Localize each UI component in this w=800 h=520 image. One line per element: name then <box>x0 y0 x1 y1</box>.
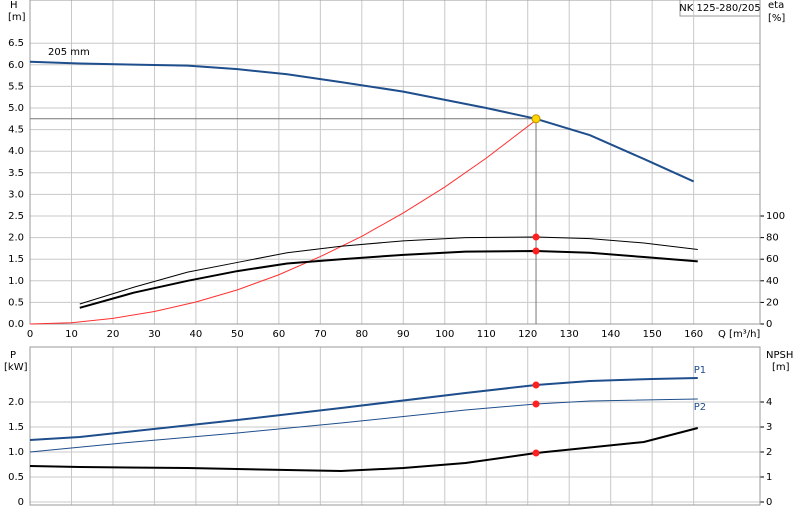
y-tick-label: 1.5 <box>8 422 24 433</box>
y2-unit: [%] <box>768 13 785 24</box>
x-tick-label: 120 <box>518 329 537 340</box>
y2-tick-label: 0 <box>766 497 772 508</box>
y-tick-label: 4.5 <box>8 125 24 136</box>
duty-dot <box>532 381 540 389</box>
y2-tick-label: 4 <box>766 397 772 408</box>
y-tick-label: 6.0 <box>8 60 24 71</box>
x-tick-label: 10 <box>65 329 78 340</box>
legend-label: P2 <box>694 402 706 413</box>
x-tick-label: 150 <box>643 329 662 340</box>
y2-label: NPSH <box>766 350 793 361</box>
duty-dot <box>532 233 540 241</box>
plot-frame <box>29 346 761 506</box>
y-unit: [m] <box>8 12 26 23</box>
curve <box>79 249 698 309</box>
x-tick-label: 30 <box>148 329 161 340</box>
curve <box>79 236 698 305</box>
y2-tick-label: 60 <box>766 254 779 265</box>
y-tick-label: 0 <box>18 497 24 508</box>
operating-point <box>531 114 541 124</box>
curve <box>29 427 699 473</box>
y2-tick-label: 3 <box>766 422 772 433</box>
annotation: 205 mm <box>48 47 90 58</box>
y-tick-label: 1.5 <box>8 254 24 265</box>
y-tick-label: 4.0 <box>8 146 24 157</box>
x-tick-label: 130 <box>560 329 579 340</box>
y2-unit: [m] <box>772 362 790 373</box>
x-label: Q [m³/h] <box>718 329 760 340</box>
duty-dot <box>532 247 540 255</box>
curve <box>29 377 698 441</box>
x-tick-label: 90 <box>397 329 410 340</box>
x-tick-label: 20 <box>107 329 120 340</box>
legend-label: P1 <box>694 365 706 376</box>
y2-tick-label: 0 <box>766 319 772 330</box>
y-tick-label: 1.0 <box>8 447 24 458</box>
x-tick-label: 160 <box>684 329 703 340</box>
curve <box>29 60 695 183</box>
y2-tick-label: 1 <box>766 472 772 483</box>
x-tick-label: 40 <box>190 329 203 340</box>
y-tick-label: 6.5 <box>8 38 24 49</box>
y-unit: [kW] <box>4 362 28 373</box>
x-tick-label: 60 <box>272 329 285 340</box>
x-tick-label: 70 <box>314 329 327 340</box>
x-tick-label: 0 <box>27 329 33 340</box>
y-label: P <box>10 350 16 361</box>
y2-label: eta <box>768 0 784 11</box>
y-label: H <box>10 0 18 11</box>
y-tick-label: 2.0 <box>8 397 24 408</box>
y-tick-label: 0.0 <box>8 319 24 330</box>
curve <box>29 398 698 453</box>
y2-tick-label: 20 <box>766 297 779 308</box>
y-tick-label: 1.0 <box>8 276 24 287</box>
x-tick-label: 50 <box>231 329 244 340</box>
chart-title: NK 125-280/205 <box>679 3 760 14</box>
y-tick-label: 2.5 <box>8 211 24 222</box>
y2-tick-label: 80 <box>766 233 779 244</box>
y-tick-label: 2.0 <box>8 233 24 244</box>
x-tick-label: 100 <box>435 329 454 340</box>
y2-tick-label: 2 <box>766 447 772 458</box>
y2-tick-label: 40 <box>766 276 779 287</box>
x-tick-label: 80 <box>355 329 368 340</box>
duty-dot <box>532 400 540 408</box>
y-tick-label: 3.5 <box>8 168 24 179</box>
y2-tick-label: 100 <box>766 211 785 222</box>
x-tick-label: 140 <box>601 329 620 340</box>
y-tick-label: 0.5 <box>8 297 24 308</box>
plot-frame <box>29 0 761 325</box>
y-tick-label: 5.5 <box>8 81 24 92</box>
x-tick-label: 110 <box>477 329 496 340</box>
y-tick-label: 5.0 <box>8 103 24 114</box>
duty-dot <box>532 449 540 457</box>
y-tick-label: 3.0 <box>8 189 24 200</box>
curve <box>29 119 537 325</box>
y-tick-label: 0.5 <box>8 472 24 483</box>
